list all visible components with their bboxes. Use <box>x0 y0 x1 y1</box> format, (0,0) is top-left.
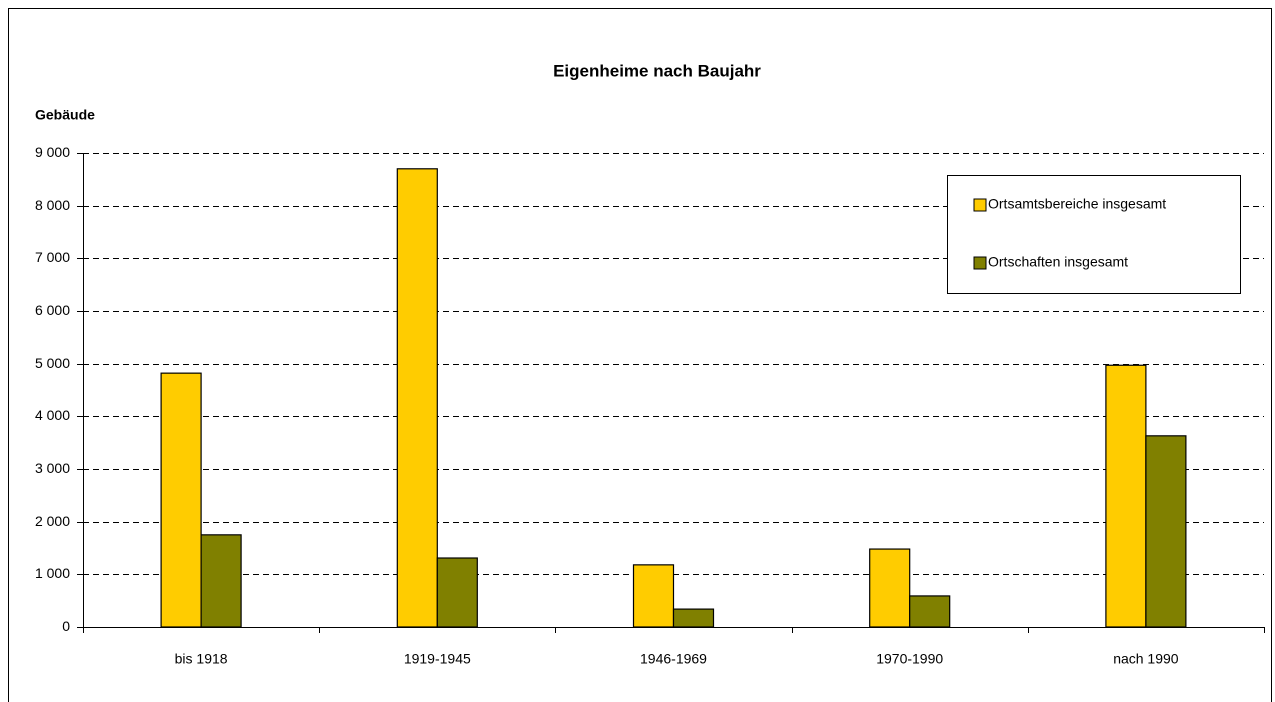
bar <box>436 557 478 628</box>
chart-title: Eigenheime nach Baujahr <box>553 61 761 80</box>
bar <box>672 608 715 628</box>
bar <box>160 372 202 628</box>
bar <box>909 595 951 628</box>
legend-label: Ortschaften insgesamt <box>988 254 1128 270</box>
bar <box>200 534 242 628</box>
bar <box>1105 364 1147 628</box>
y-axis-label: Gebäude <box>35 107 95 123</box>
x-tick-label: 1970-1990 <box>876 651 943 667</box>
bar <box>632 564 675 628</box>
y-tick-label: 7 000 <box>35 249 70 265</box>
y-tick-label: 4 000 <box>35 407 70 423</box>
x-tick-label: nach 1990 <box>1113 651 1179 667</box>
y-tick-label: 1 000 <box>35 565 70 581</box>
y-tick-label: 5 000 <box>35 355 70 371</box>
x-tick-label: bis 1918 <box>175 651 228 667</box>
chart-frame <box>8 8 1272 702</box>
y-tick-label: 9 000 <box>35 144 70 160</box>
y-tick-label: 3 000 <box>35 460 70 476</box>
bar <box>869 548 911 628</box>
x-tick-label: 1919-1945 <box>404 651 471 667</box>
y-tick-label: 2 000 <box>35 513 70 529</box>
bar <box>396 168 438 628</box>
legend-label: Ortsamtsbereiche insgesamt <box>988 196 1166 212</box>
bar <box>1145 435 1187 628</box>
x-tick-label: 1946-1969 <box>640 651 707 667</box>
y-tick-label: 8 000 <box>35 197 70 213</box>
legend-swatch <box>973 198 987 212</box>
legend-box <box>947 175 1241 294</box>
legend-swatch <box>973 256 987 270</box>
y-tick-label: 0 <box>62 618 70 634</box>
y-tick-label: 6 000 <box>35 302 70 318</box>
